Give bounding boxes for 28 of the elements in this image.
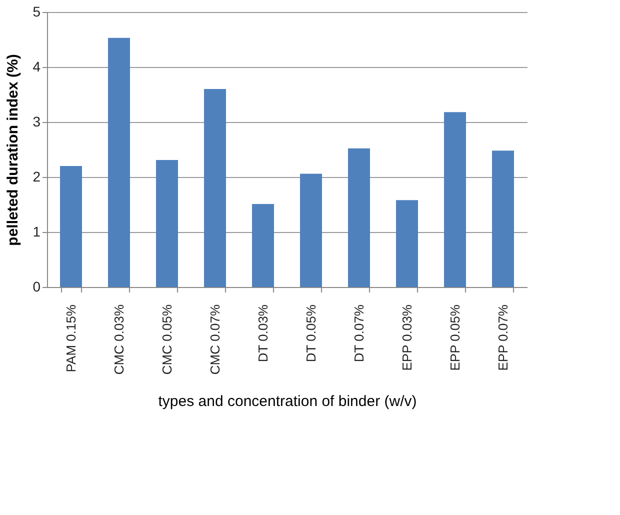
bar xyxy=(156,160,178,287)
bar xyxy=(252,204,274,287)
bar xyxy=(204,89,226,287)
x-tick-label: EPP 0.05% xyxy=(448,304,462,371)
x-tick-label: EPP 0.03% xyxy=(400,304,414,371)
bar xyxy=(300,174,322,287)
y-tick-label: 1 xyxy=(32,224,41,240)
bar xyxy=(348,148,370,287)
x-tick-label: DT 0.03% xyxy=(256,304,270,362)
y-axis-title: pelleted duration index (%) xyxy=(4,54,22,246)
bar xyxy=(108,38,130,287)
x-tick-label: CMC 0.07% xyxy=(208,304,222,375)
x-tick-label: CMC 0.03% xyxy=(112,304,126,375)
y-tick-label: 0 xyxy=(32,278,41,294)
y-tick-label: 2 xyxy=(32,168,41,184)
y-tick-label: 5 xyxy=(32,4,41,20)
y-tick-label: 4 xyxy=(32,58,41,74)
bar xyxy=(444,112,466,287)
y-tick-label: 3 xyxy=(32,114,41,130)
x-tick-label: DT 0.05% xyxy=(304,304,318,362)
x-tick-label: EPP 0.07% xyxy=(496,304,510,371)
x-tick-label: DT 0.07% xyxy=(352,304,366,362)
bar xyxy=(60,166,82,287)
x-axis-title: types and concentration of binder (w/v) xyxy=(158,392,417,410)
bar xyxy=(492,150,514,287)
x-tick-label: PAM 0.15% xyxy=(64,304,78,372)
bar xyxy=(396,200,418,287)
x-tick-label: CMC 0.05% xyxy=(160,304,174,375)
